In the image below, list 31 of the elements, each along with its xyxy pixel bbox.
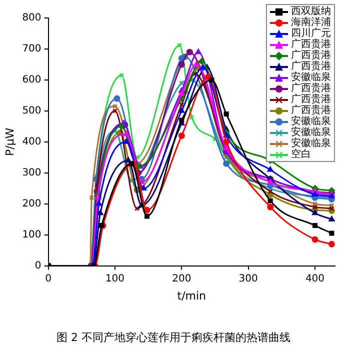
x-tick-label: 400 xyxy=(305,273,325,284)
legend-label: 海南洋浦 xyxy=(291,17,331,28)
legend-label: 安徽临泉 xyxy=(291,72,331,83)
x-axis-title: t/min xyxy=(177,289,206,302)
y-tick-label: 0 xyxy=(34,260,42,272)
legend-label: 安徽临泉 xyxy=(291,116,331,127)
y-tick-label: 400 xyxy=(22,136,42,148)
y-tick-label: 700 xyxy=(22,44,42,55)
legend-label: 安徽临泉 xyxy=(291,127,331,138)
x-tick-label: 200 xyxy=(172,273,192,284)
legend-label: 空白 xyxy=(291,149,311,160)
x-tick-label: 0 xyxy=(45,273,52,284)
y-tick-label: 800 xyxy=(22,12,42,24)
y-tick-label: 200 xyxy=(22,198,42,210)
legend-label: 广西贵港 xyxy=(291,61,331,72)
y-tick-label: 500 xyxy=(22,106,42,117)
legend-label: 广西贵港 xyxy=(291,39,331,50)
legend-label: 广西贵港 xyxy=(291,50,331,61)
legend-label: 四川广元 xyxy=(291,28,331,39)
caption: 图 2 不同产地穿心莲作用于痢疾杆菌的热谱曲线 xyxy=(56,330,292,345)
legend-label: 西双版纳 xyxy=(291,6,331,17)
legend-label: 广西贵港 xyxy=(291,94,331,105)
y-tick-label: 600 xyxy=(22,74,42,86)
x-tick-label: 300 xyxy=(238,273,258,284)
y-tick-label: 300 xyxy=(22,167,42,178)
y-tick-label: 100 xyxy=(22,229,42,240)
legend-label: 广西贵港 xyxy=(291,83,331,94)
legend-label: 安徽临泉 xyxy=(291,138,331,149)
y-axis-title: P/μW xyxy=(3,128,16,156)
x-tick-label: 100 xyxy=(105,273,125,284)
legend-label: 广西贵港 xyxy=(291,105,331,116)
